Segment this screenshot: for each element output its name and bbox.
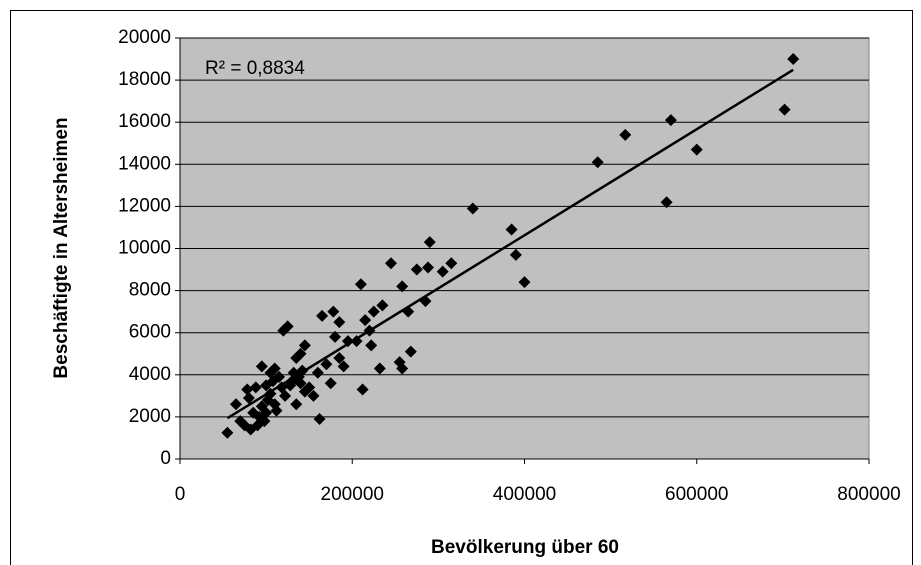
data-point — [279, 389, 292, 402]
data-point — [311, 366, 324, 379]
y-tick-label: 8000 — [129, 280, 171, 301]
data-point — [365, 339, 378, 352]
data-point — [690, 143, 703, 156]
data-point — [294, 347, 307, 360]
x-tick-label: 0 — [175, 484, 186, 505]
y-tick-label: 20000 — [118, 27, 171, 48]
data-point — [396, 362, 409, 375]
y-tick-label: 4000 — [129, 364, 171, 385]
y-tick-label: 12000 — [118, 195, 171, 216]
data-point — [255, 360, 268, 373]
data-point — [373, 362, 386, 375]
y-axis-title: Beschäftigte in Altersheimen — [51, 117, 72, 378]
data-point — [423, 236, 436, 249]
data-point — [422, 261, 435, 274]
y-tick-label: 18000 — [118, 69, 171, 90]
x-tick-label: 600000 — [665, 484, 728, 505]
data-point — [436, 265, 449, 278]
data-point — [273, 370, 286, 383]
data-point — [281, 320, 294, 333]
data-point — [294, 377, 307, 390]
data-point — [787, 53, 800, 66]
data-point — [329, 330, 342, 343]
data-point — [260, 406, 273, 419]
data-point — [270, 404, 283, 417]
data-point — [359, 314, 372, 327]
data-point — [229, 398, 242, 411]
trend-line — [226, 68, 794, 420]
r-squared-annotation: R² = 0,8834 — [205, 58, 305, 79]
data-point — [619, 128, 632, 141]
data-point — [258, 415, 271, 428]
data-point — [298, 339, 311, 352]
data-point — [410, 263, 423, 276]
data-point — [591, 156, 604, 169]
chart-frame — [10, 10, 913, 565]
y-tick-label: 2000 — [129, 406, 171, 427]
data-point — [396, 280, 409, 293]
data-point — [385, 257, 398, 270]
data-point — [404, 345, 417, 358]
y-tick-label: 0 — [160, 448, 171, 469]
data-point — [316, 309, 329, 322]
data-point — [518, 276, 531, 289]
y-tick-label: 10000 — [118, 238, 171, 259]
x-tick-label: 400000 — [493, 484, 556, 505]
data-point — [320, 358, 333, 371]
x-tick-label: 800000 — [837, 484, 900, 505]
data-point — [327, 305, 340, 318]
data-point — [242, 391, 255, 404]
data-point — [376, 299, 389, 312]
data-point — [249, 381, 262, 394]
y-tick-label: 6000 — [129, 322, 171, 343]
y-tick-label: 14000 — [118, 153, 171, 174]
data-point — [241, 383, 254, 396]
x-axis-title: Bevölkerung über 60 — [431, 537, 619, 558]
data-point — [333, 351, 346, 364]
data-point — [337, 360, 350, 373]
x-tick-label: 200000 — [321, 484, 384, 505]
data-point — [664, 114, 677, 127]
data-point — [221, 426, 234, 439]
data-point — [466, 202, 479, 215]
data-point — [367, 305, 380, 318]
data-point — [303, 381, 316, 394]
y-tick-label: 16000 — [118, 111, 171, 132]
data-point — [505, 223, 518, 236]
data-point — [307, 389, 320, 402]
data-point — [778, 103, 791, 116]
data-point — [341, 335, 354, 348]
data-point — [290, 398, 303, 411]
data-point — [509, 248, 522, 261]
data-point — [333, 316, 346, 329]
data-point — [445, 257, 458, 270]
data-point — [324, 377, 337, 390]
data-point — [356, 383, 369, 396]
data-point — [268, 362, 281, 375]
data-point — [313, 413, 326, 426]
data-point — [660, 196, 673, 209]
data-point — [354, 278, 367, 291]
